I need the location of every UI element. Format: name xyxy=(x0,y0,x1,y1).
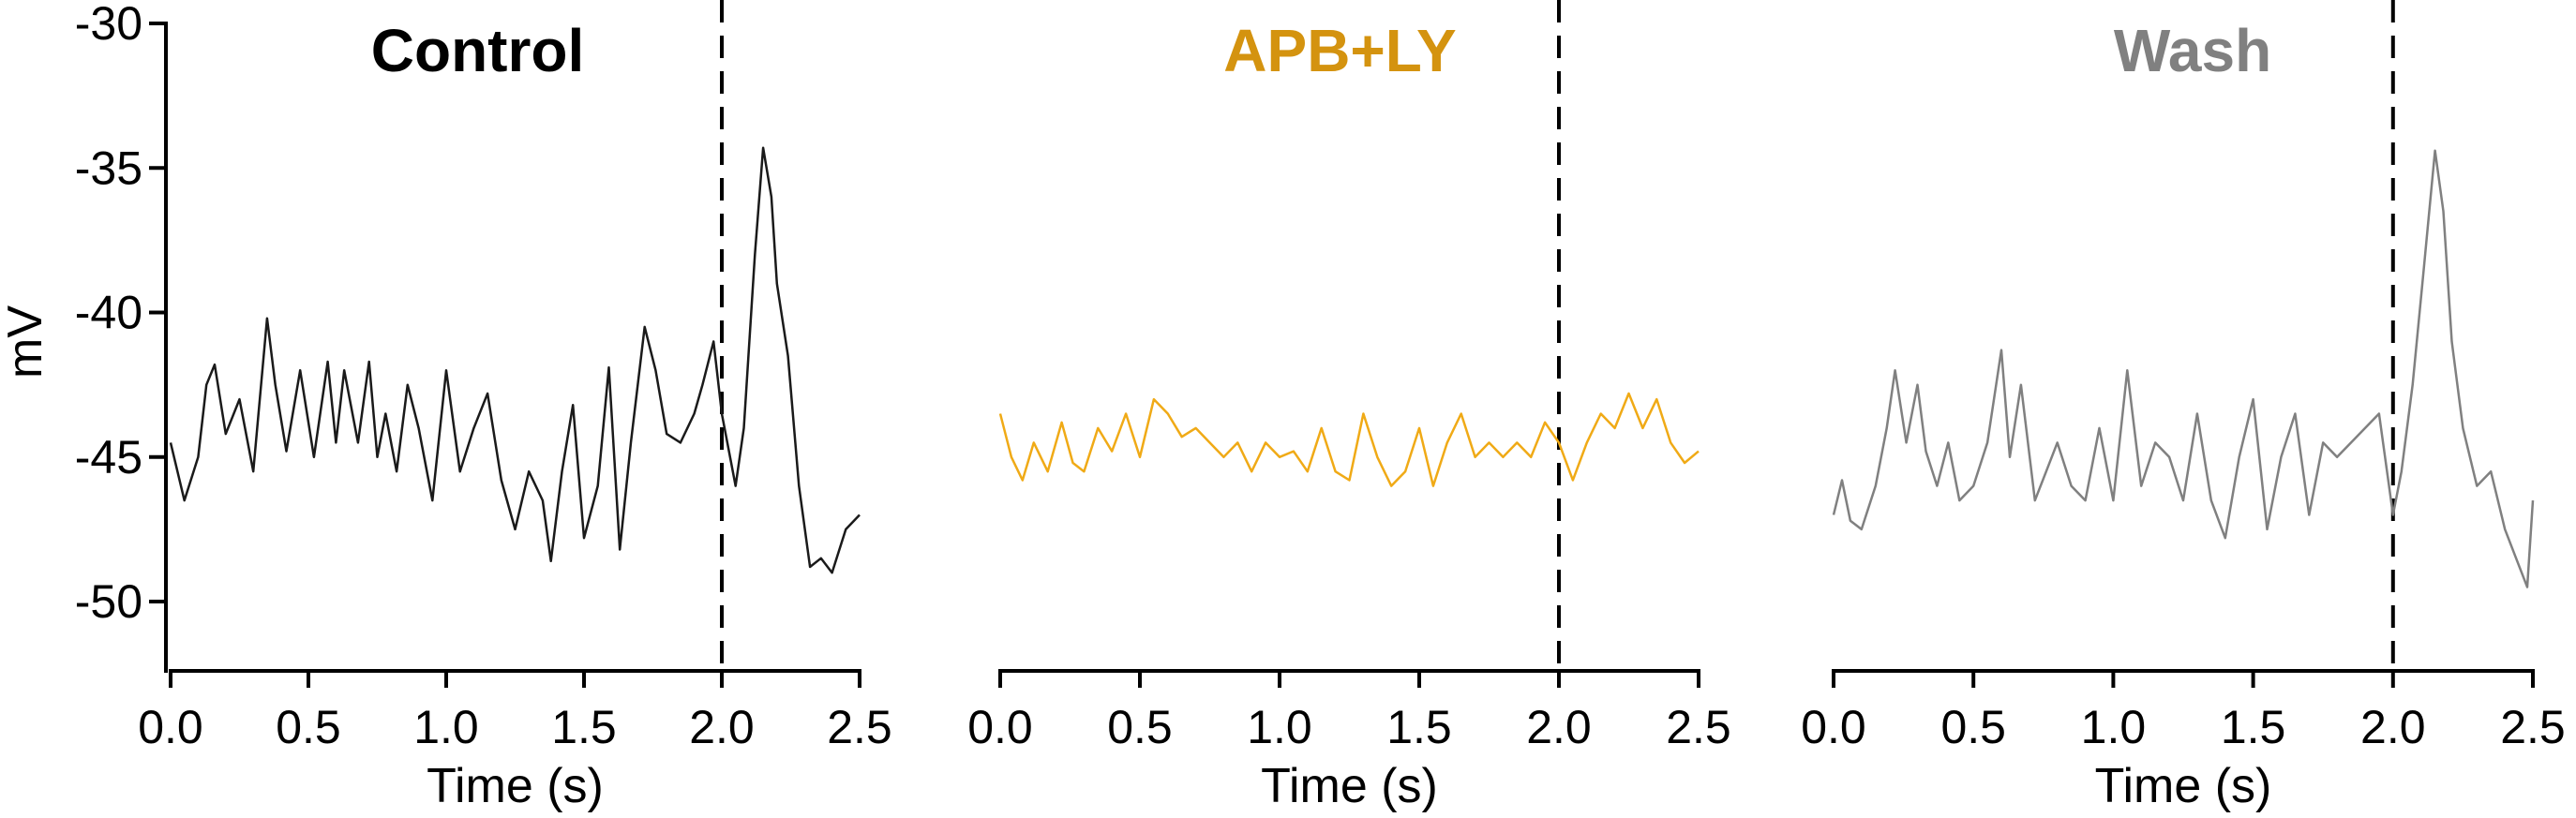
x-tick-label: 0.5 xyxy=(1107,701,1173,753)
x-tick-label: 2.0 xyxy=(689,701,755,753)
x-axis-label: Time (s) xyxy=(1261,759,1438,813)
x-tick-label: 2.5 xyxy=(827,701,892,753)
voltage-trace xyxy=(1832,149,2535,588)
x-tick-label: 0.5 xyxy=(1940,701,2006,753)
x-axis-label: Time (s) xyxy=(427,759,604,813)
chart-panel-2: Wash 0.0 0.5 1.0 1.5 2.0 2.5 Time (s) xyxy=(1801,0,2566,813)
chart-title: Wash xyxy=(2114,17,2271,84)
x-tick-label: 0.0 xyxy=(138,701,203,753)
y-tick-label: -45 xyxy=(75,431,142,483)
x-tick-label: 2.0 xyxy=(1526,701,1592,753)
x-tick-label: 2.5 xyxy=(2500,701,2566,753)
x-tick-label: 1.5 xyxy=(1386,701,1452,753)
y-tick-label: -30 xyxy=(75,0,142,50)
y-tick-label: -50 xyxy=(75,575,142,628)
x-tick-label: 0.5 xyxy=(276,701,341,753)
x-tick-label: 0.0 xyxy=(1801,701,1866,753)
x-tick-label: 1.5 xyxy=(551,701,617,753)
x-tick-label: 0.0 xyxy=(967,701,1033,753)
x-tick-label: 1.0 xyxy=(413,701,479,753)
voltage-trace xyxy=(169,146,861,574)
x-tick-label: 2.5 xyxy=(1666,701,1731,753)
x-tick-label: 1.0 xyxy=(2081,701,2147,753)
chart-panels: Control 0.0 0.5 1.0 1.5 2.0 2.5 Time (s) -30 -35 -… xyxy=(75,0,2566,813)
y-tick-label: -40 xyxy=(75,287,142,339)
x-tick-label: 1.5 xyxy=(2221,701,2286,753)
chart-title: APB+LY xyxy=(1223,17,1456,84)
y-tick-label: -35 xyxy=(75,141,142,194)
chart-panel-1: APB+LY 0.0 0.5 1.0 1.5 2.0 2.5 Time (s) xyxy=(967,0,1731,813)
chart-title: Control xyxy=(371,17,585,84)
y-axis-label: mV xyxy=(0,305,52,379)
x-tick-label: 2.0 xyxy=(2360,701,2426,753)
voltage-trace xyxy=(998,392,1700,487)
chart-panel-0: Control 0.0 0.5 1.0 1.5 2.0 2.5 Time (s) -30 -35 -… xyxy=(75,0,892,813)
x-axis-label: Time (s) xyxy=(2095,759,2272,813)
x-tick-label: 1.0 xyxy=(1247,701,1312,753)
